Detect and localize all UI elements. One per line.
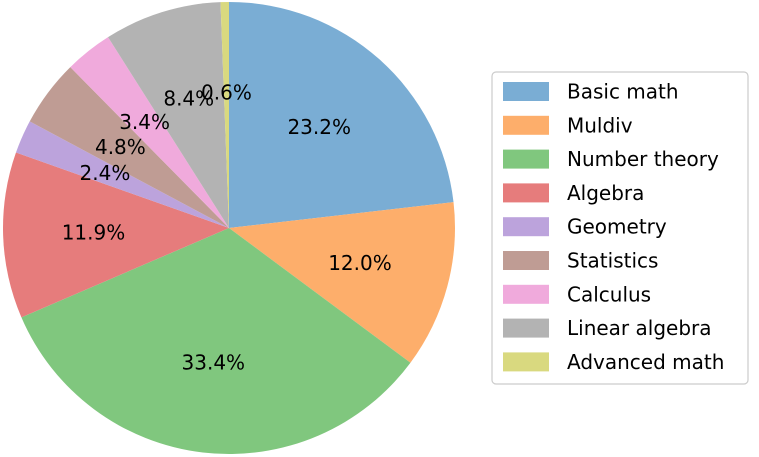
legend-label-calculus: Calculus (567, 282, 651, 306)
legend-swatch-algebra (503, 183, 549, 203)
slice-label-advanced-math: 0.6% (201, 80, 252, 104)
legend-swatch-calculus (503, 284, 549, 304)
pie-slice-number-theory (21, 228, 411, 455)
legend-swatch-linear-algebra (503, 318, 549, 338)
legend-swatch-muldiv (503, 115, 549, 135)
legend-swatch-advanced-math (503, 352, 549, 372)
legend-label-linear-algebra: Linear algebra (567, 316, 712, 340)
legend: Basic math Muldiv Number theory Algebra Geom… (491, 71, 749, 385)
slice-label-number-theory: 33.4% (182, 351, 246, 375)
pie-slice-statistics (29, 67, 230, 228)
legend-frame (491, 71, 749, 385)
slice-label-muldiv: 12.0% (328, 251, 392, 275)
legend-label-advanced-math: Advanced math (567, 350, 724, 374)
legend-swatch-basic-math (503, 82, 549, 101)
legend-swatch-geometry (503, 217, 549, 237)
legend-items: Basic math Muldiv Number theory Algebra Geom… (503, 80, 724, 374)
legend-label-statistics: Statistics (567, 249, 658, 273)
pie-slice-algebra (2, 152, 230, 318)
legend-label-number-theory: Number theory (567, 147, 719, 171)
legend-swatch-number-theory (503, 149, 549, 169)
pie-slice-muldiv (229, 202, 455, 363)
pie-slice-labels: 23.2% 12.0% 33.4% 11.9% 2.4%4.8%3.4%8.4%0.6% (62, 80, 392, 374)
pie-slice-calculus (70, 37, 229, 228)
pie-slice-basic-math (229, 2, 454, 228)
legend-label-muldiv: Muldiv (567, 113, 633, 137)
pie-slice-linear-algebra (108, 2, 229, 228)
legend-swatch-statistics (503, 251, 549, 270)
slice-label-linear-algebra: 8.4% (163, 87, 214, 111)
slice-label-statistics: 4.8% (95, 135, 146, 159)
slice-label-calculus: 3.4% (119, 110, 170, 134)
legend-label-geometry: Geometry (567, 215, 667, 239)
pie-slices (2, 2, 455, 455)
slice-label-geometry: 2.4% (80, 161, 131, 185)
pie-slice-geometry (15, 121, 230, 228)
slice-label-basic-math: 23.2% (287, 115, 351, 139)
legend-label-algebra: Algebra (567, 181, 644, 205)
legend-label-basic-math: Basic math (567, 80, 679, 104)
pie-slice-advanced-math (220, 2, 229, 228)
slice-label-algebra: 11.9% (62, 220, 126, 244)
